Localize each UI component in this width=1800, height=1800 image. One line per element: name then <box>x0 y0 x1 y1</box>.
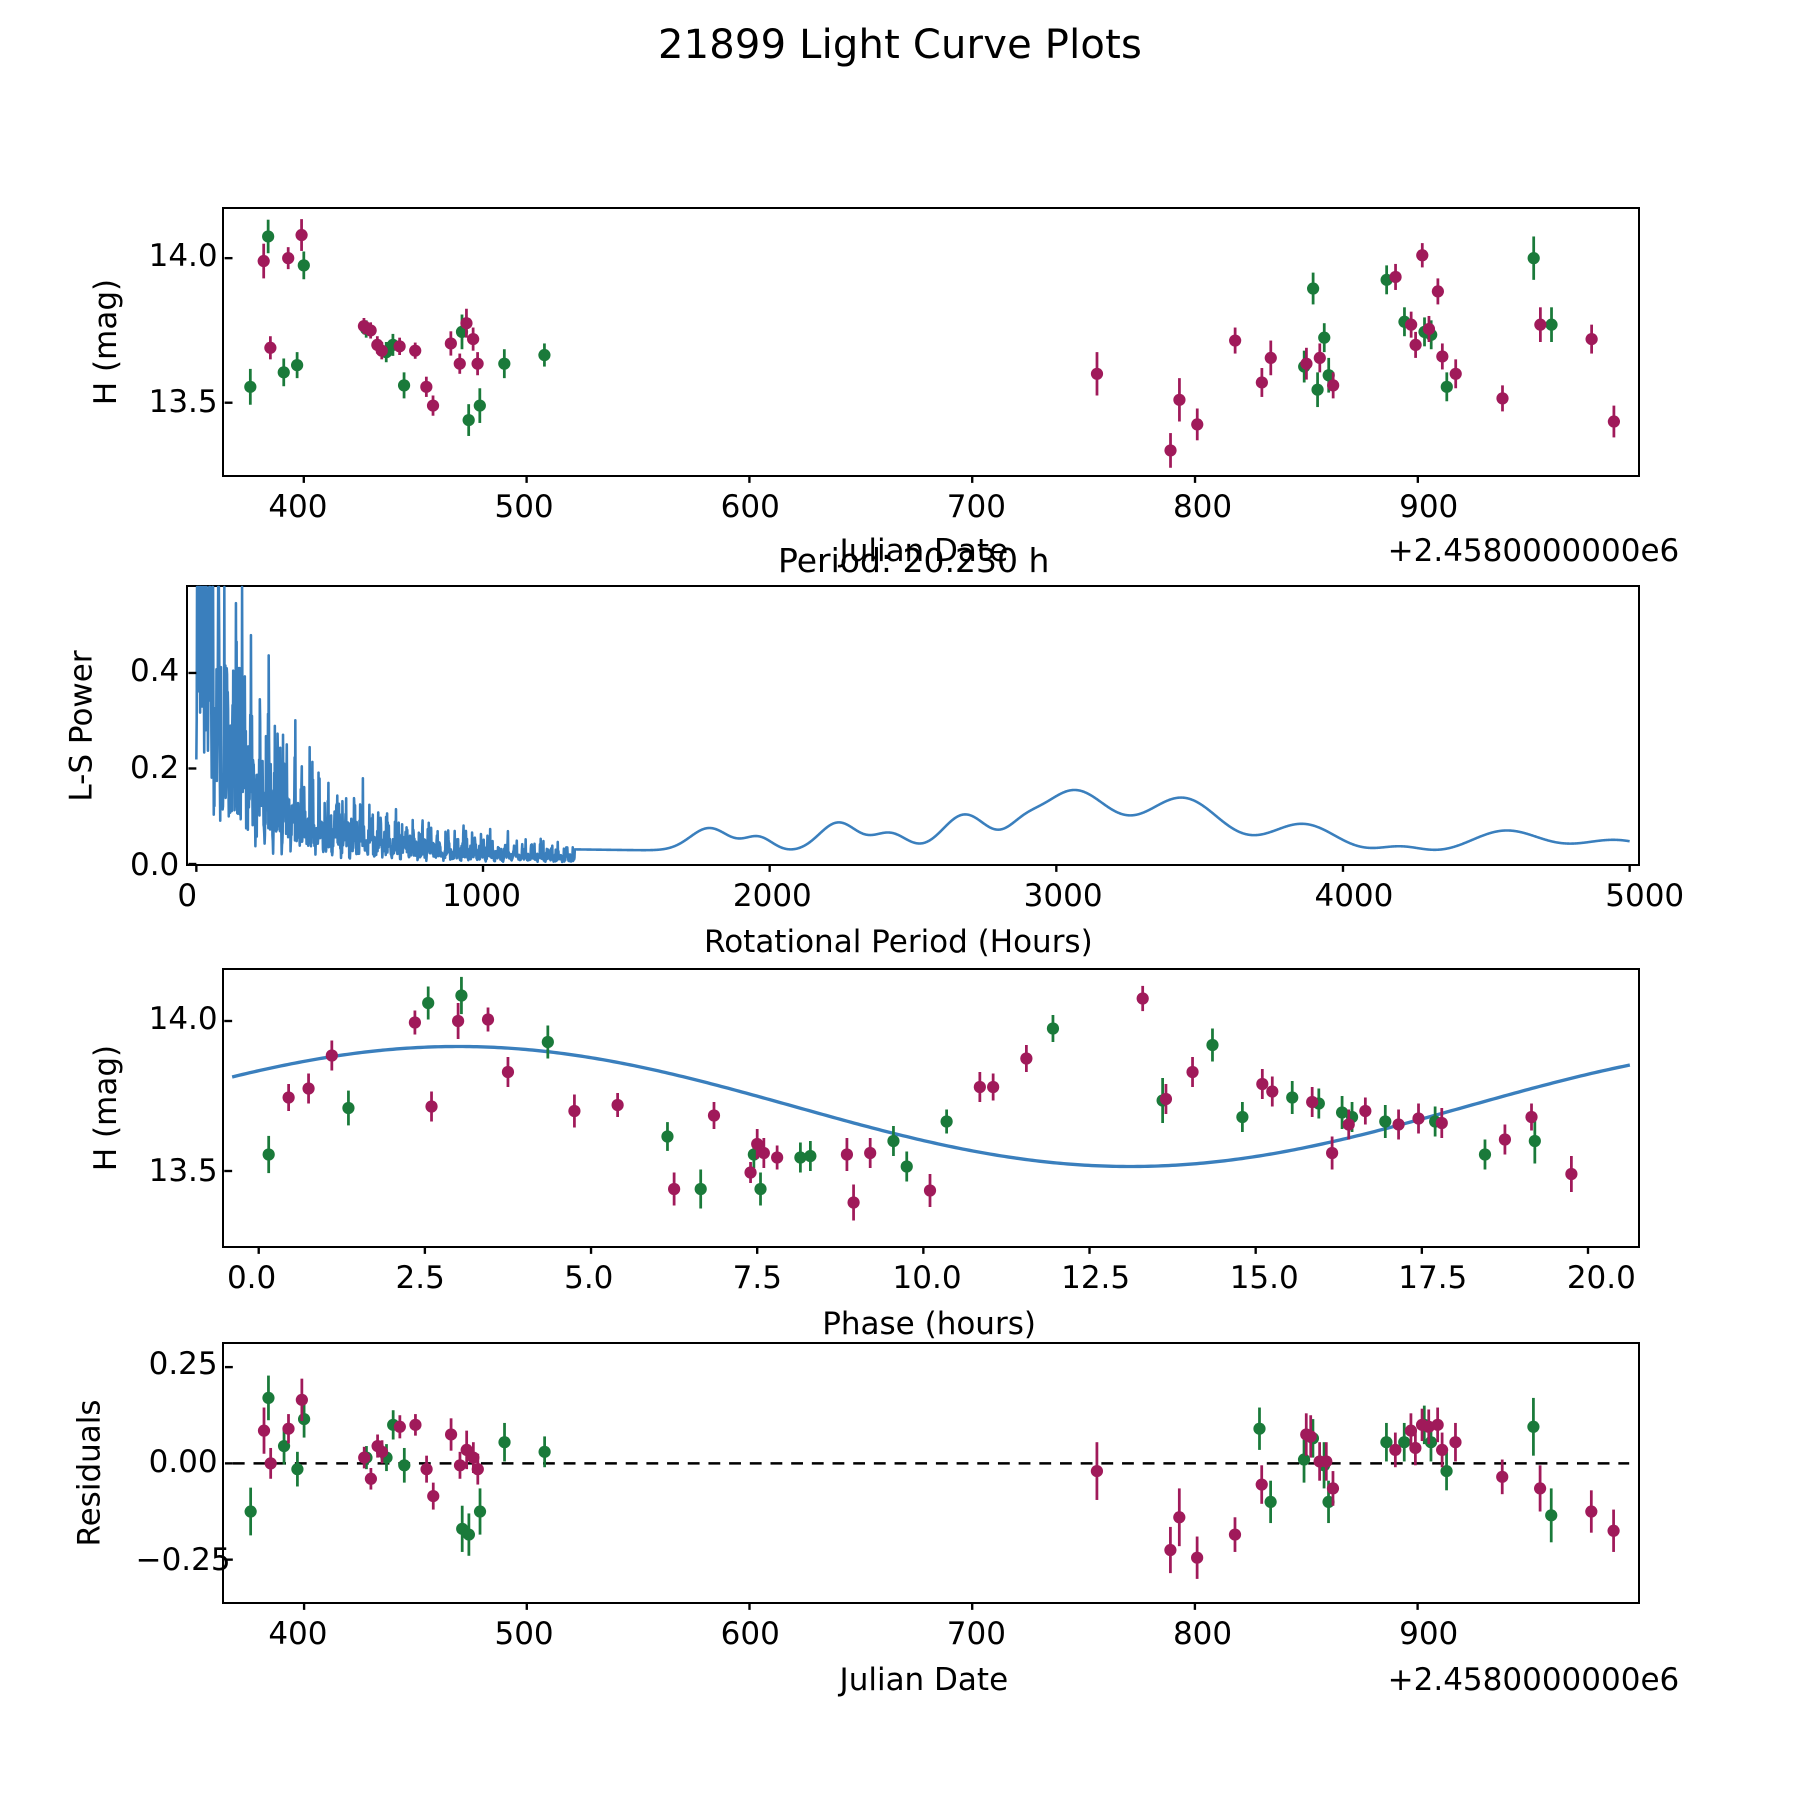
periodogram-panel <box>186 585 1640 872</box>
tick-label-y: −0.25 <box>135 1541 231 1578</box>
residuals-x-offset-text: +2.4580000000e6 <box>1387 1662 1680 1698</box>
residuals-panel <box>222 1342 1640 1610</box>
lightcurve-xlabel: Julian Date <box>839 533 1009 569</box>
series-green <box>262 976 1541 1209</box>
figure-title: 21899 Light Curve Plots <box>657 22 1143 68</box>
phase-xlabel: Phase (hours) <box>822 1306 1036 1342</box>
tick-label-x: 15.0 <box>1229 1260 1299 1296</box>
tick-label-x: 600 <box>720 489 780 525</box>
series-magenta <box>282 985 1578 1221</box>
tick-label-x: 500 <box>494 1616 554 1652</box>
series-green <box>244 219 1558 436</box>
tick-label-x: 900 <box>1399 1616 1459 1652</box>
tick-label-x: 20.0 <box>1566 1260 1636 1296</box>
periodogram-title: Period: 20.230 h <box>778 541 1050 580</box>
series-magenta <box>257 1378 1620 1579</box>
tick-label-y: 0.25 <box>148 1346 218 1383</box>
tick-label-y: 0.2 <box>129 749 180 786</box>
phase-panel <box>222 968 1640 1254</box>
series-magenta <box>257 219 1621 468</box>
tick-label-y: 13.5 <box>148 1152 218 1189</box>
tick-label-y: 13.5 <box>148 384 218 421</box>
tick-label-x: 700 <box>946 1616 1006 1652</box>
residuals-xlabel: Julian Date <box>839 1662 1009 1698</box>
residuals-ylabel: Residuals <box>71 1399 108 1547</box>
tick-label-x: 0.0 <box>226 1260 277 1296</box>
tick-label-x: 7.5 <box>732 1260 782 1296</box>
tick-label-y: 14.0 <box>148 1000 218 1037</box>
tick-label-x: 0 <box>177 878 198 914</box>
tick-label-x: 5.0 <box>564 1260 614 1296</box>
tick-label-x: 400 <box>268 1616 328 1652</box>
tick-label-x: 500 <box>494 489 554 525</box>
tick-label-x: 1000 <box>442 878 521 914</box>
tick-label-x: 4000 <box>1314 878 1394 914</box>
tick-label-x: 700 <box>946 489 1006 525</box>
tick-label-x: 17.5 <box>1398 1260 1468 1296</box>
periodogram-ylabel: L-S Power <box>63 649 100 802</box>
tick-label-x: 800 <box>1172 1616 1233 1652</box>
phase-ylabel: H (mag) <box>88 1044 125 1172</box>
tick-label-x: 3000 <box>1023 878 1103 914</box>
tick-label-x: 900 <box>1399 489 1459 525</box>
tick-label-y: 0.00 <box>148 1444 218 1480</box>
tick-label-x: 2.5 <box>395 1260 445 1296</box>
tick-label-x: 5000 <box>1605 878 1685 914</box>
lightcurve-x-offset-text: +2.4580000000e6 <box>1387 533 1680 569</box>
tick-label-x: 800 <box>1172 489 1233 525</box>
tick-label-x: 400 <box>268 489 328 525</box>
tick-label-x: 600 <box>720 1616 780 1652</box>
series-green <box>244 1375 1558 1556</box>
tick-label-x: 2000 <box>732 878 812 914</box>
lightcurve-ylabel: H (mag) <box>88 278 125 406</box>
tick-label-y: 0.4 <box>129 652 180 689</box>
lightcurve-panel <box>222 207 1640 483</box>
tick-label-y: 0.0 <box>129 846 180 883</box>
tick-label-y: 14.0 <box>148 237 218 274</box>
periodogram-xlabel: Rotational Period (Hours) <box>704 924 1093 960</box>
tick-label-x: 10.0 <box>892 1260 962 1296</box>
tick-label-x: 12.5 <box>1061 1260 1131 1296</box>
